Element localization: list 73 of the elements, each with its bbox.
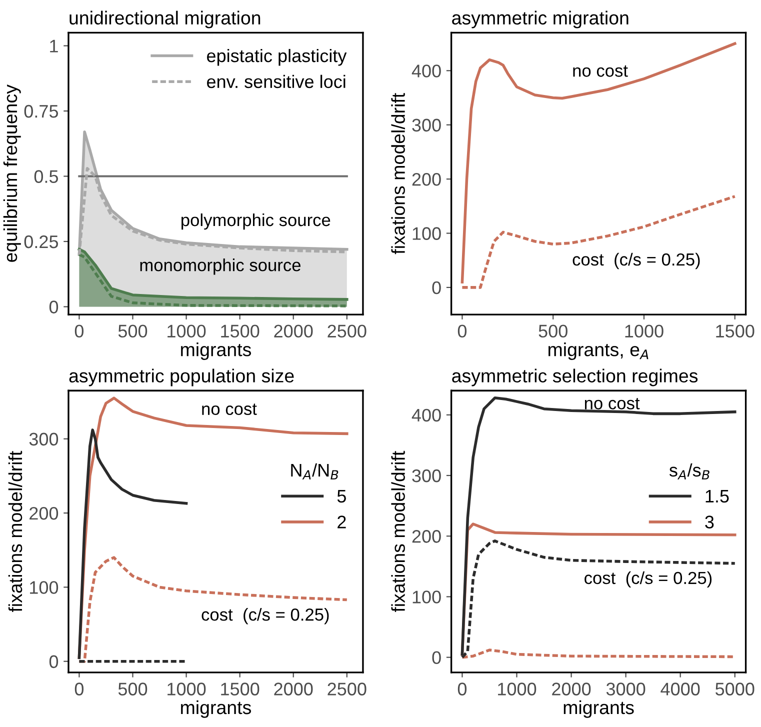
- x-axis-title: migrants: [181, 342, 251, 360]
- chart-title: asymmetric migration: [452, 10, 628, 28]
- y-tick-label: 400: [412, 408, 441, 422]
- y-tick-label: 300: [412, 469, 441, 482]
- y-tick-label: 400: [412, 64, 441, 78]
- legend-title: s$_{A}$/s$_{B}$: [669, 463, 710, 480]
- x-tick-label: 1500: [221, 324, 260, 338]
- x-tick-label: 0: [458, 324, 467, 338]
- legend-label: 3: [705, 516, 714, 528]
- annotation: cost (c/s = 0.25): [584, 571, 712, 588]
- annotation: polymorphic source: [182, 213, 330, 230]
- x-axis-title: migrants: [564, 700, 634, 718]
- chart-title: asymmetric population size: [69, 368, 294, 386]
- line-series: [460, 195, 736, 289]
- x-tick-label: 2500: [328, 682, 366, 696]
- x-tick-label: 1000: [625, 324, 664, 338]
- y-tick-label: 0: [49, 655, 58, 668]
- x-tick-label: 1500: [221, 682, 260, 696]
- y-tick-label: 200: [30, 506, 58, 520]
- y-tick-label: 100: [412, 590, 441, 604]
- x-tick-label: 4000: [660, 682, 700, 696]
- legend-label: 1.5: [706, 490, 729, 503]
- legend-label: epistatic plasticity: [207, 48, 347, 66]
- chart-title: unidirectional migration: [70, 10, 260, 28]
- y-tick-label: 0.75: [24, 104, 58, 118]
- x-tick-label: 0: [458, 682, 467, 696]
- x-tick-label: 500: [118, 324, 148, 338]
- x-tick-label: 0: [74, 324, 84, 338]
- y-tick-label: 100: [30, 581, 58, 594]
- annotation: no cost: [584, 398, 640, 410]
- annotation: cost (c/s = 0.25): [202, 608, 329, 624]
- y-axis-title: fixations model/drift: [391, 450, 405, 612]
- x-tick-label: 2000: [552, 682, 591, 696]
- x-tick-label: 500: [118, 682, 148, 696]
- line-series: [460, 396, 736, 656]
- y-tick-label: 0.25: [24, 235, 58, 248]
- chart-title: asymmetric selection regimes: [452, 368, 698, 386]
- y-axis-title: equilibrium frequency: [3, 84, 21, 262]
- y-tick-label: 0: [432, 651, 441, 664]
- y-tick-label: 0: [432, 281, 441, 294]
- x-axis-title: migrants: [181, 700, 251, 718]
- y-tick-label: 0: [49, 300, 58, 314]
- x-tick-label: 500: [538, 324, 568, 338]
- x-tick-label: 1000: [168, 682, 206, 696]
- y-tick-label: 200: [412, 530, 441, 543]
- annotation: no cost: [573, 65, 628, 77]
- x-tick-label: 1000: [168, 324, 206, 338]
- legend-label: env. sensitive loci: [207, 74, 346, 88]
- x-tick-label: 2500: [328, 324, 366, 338]
- y-tick-label: 1: [50, 40, 58, 52]
- annotation: monomorphic source: [140, 258, 300, 275]
- x-tick-label: 3000: [606, 682, 646, 696]
- y-axis-title: fixations model/drift: [391, 93, 405, 254]
- annotation: cost (c/s = 0.25): [572, 252, 700, 270]
- legend-label: 2: [338, 516, 346, 528]
- y-tick-label: 300: [412, 118, 441, 132]
- x-tick-label: 2000: [274, 324, 313, 338]
- x-tick-label: 2000: [274, 682, 313, 696]
- x-tick-label: 0: [74, 682, 84, 696]
- y-axis-title: fixations model/drift: [8, 450, 22, 612]
- x-axis-title: migrants, e$_{A}$: [548, 342, 648, 360]
- line-series: [460, 42, 736, 284]
- annotation: no cost: [202, 404, 257, 416]
- legend-title: N$_{A}$/N$_{B}$: [291, 463, 338, 480]
- x-tick-label: 5000: [716, 682, 754, 696]
- y-tick-label: 0.5: [34, 170, 58, 183]
- legend-label: 5: [337, 490, 346, 503]
- y-tick-label: 100: [412, 227, 441, 240]
- y-tick-label: 200: [412, 172, 441, 186]
- y-tick-label: 300: [29, 432, 58, 446]
- x-tick-label: 1000: [498, 682, 536, 696]
- x-tick-label: 1500: [716, 324, 754, 338]
- line-series: [78, 428, 188, 660]
